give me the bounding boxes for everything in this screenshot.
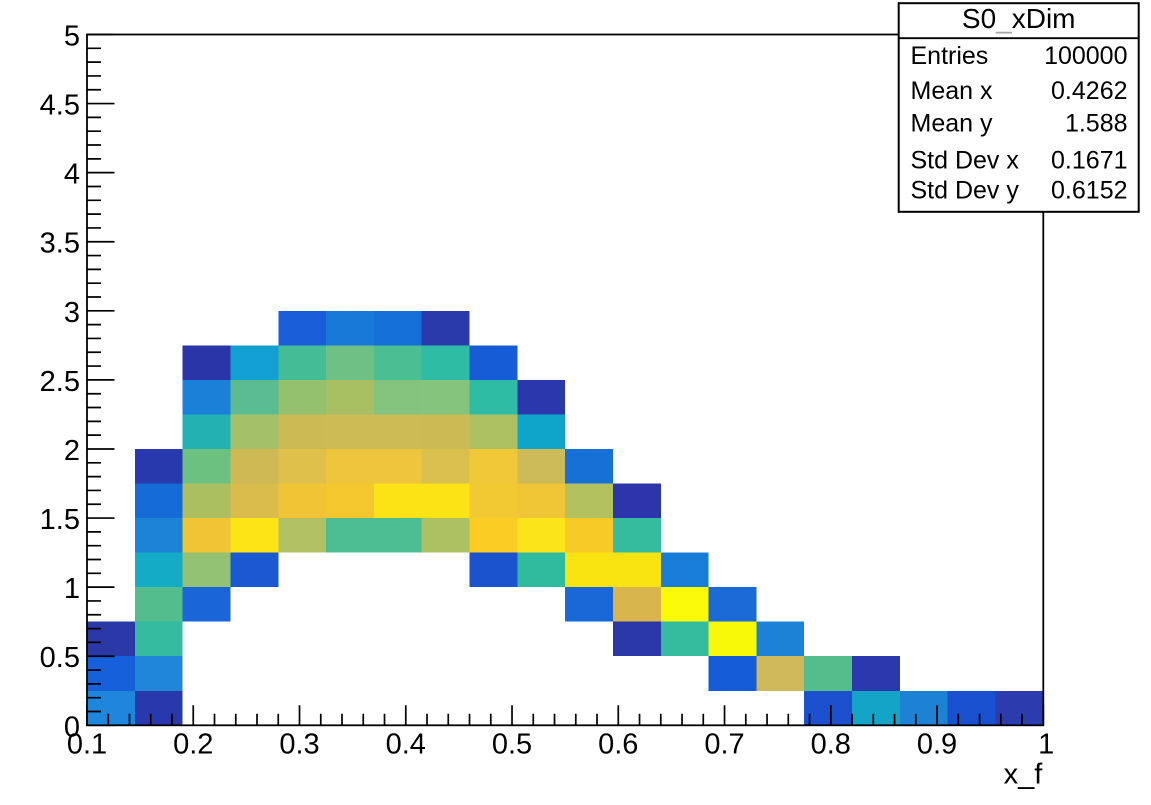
svg-text:0.8: 0.8: [811, 729, 851, 761]
svg-text:0.6152: 0.6152: [1051, 177, 1127, 205]
svg-text:Mean x: Mean x: [911, 77, 993, 105]
svg-text:3: 3: [64, 297, 80, 329]
svg-text:0.7: 0.7: [704, 729, 744, 761]
svg-text:Entries: Entries: [911, 42, 989, 70]
svg-text:4.5: 4.5: [40, 90, 80, 122]
svg-text:0.3: 0.3: [279, 729, 319, 761]
svg-text:S0_xDim: S0_xDim: [962, 3, 1076, 34]
svg-text:2.5: 2.5: [40, 366, 80, 398]
svg-text:0.6: 0.6: [598, 729, 638, 761]
svg-text:0.9: 0.9: [917, 729, 957, 761]
svg-text:5: 5: [64, 21, 80, 53]
svg-text:100000: 100000: [1044, 42, 1127, 70]
svg-text:1: 1: [64, 573, 80, 605]
svg-text:0.4: 0.4: [386, 729, 426, 761]
svg-text:Std Dev y: Std Dev y: [911, 177, 1020, 205]
svg-text:x_f: x_f: [1004, 759, 1044, 791]
svg-text:0: 0: [64, 711, 80, 743]
svg-text:3.5: 3.5: [40, 228, 80, 260]
svg-text:1.588: 1.588: [1065, 110, 1128, 138]
svg-text:0.5: 0.5: [492, 729, 532, 761]
svg-text:0.1671: 0.1671: [1051, 147, 1127, 175]
svg-text:1: 1: [1038, 729, 1054, 761]
svg-text:1.5: 1.5: [40, 504, 80, 536]
svg-text:0.1: 0.1: [67, 729, 107, 761]
svg-text:0.2: 0.2: [173, 729, 213, 761]
svg-text:4: 4: [64, 159, 80, 191]
svg-text:0.5: 0.5: [40, 642, 80, 674]
svg-text:2: 2: [64, 435, 80, 467]
svg-text:Std Dev x: Std Dev x: [911, 147, 1020, 175]
svg-text:Mean y: Mean y: [911, 110, 993, 138]
svg-text:0.4262: 0.4262: [1051, 77, 1127, 105]
